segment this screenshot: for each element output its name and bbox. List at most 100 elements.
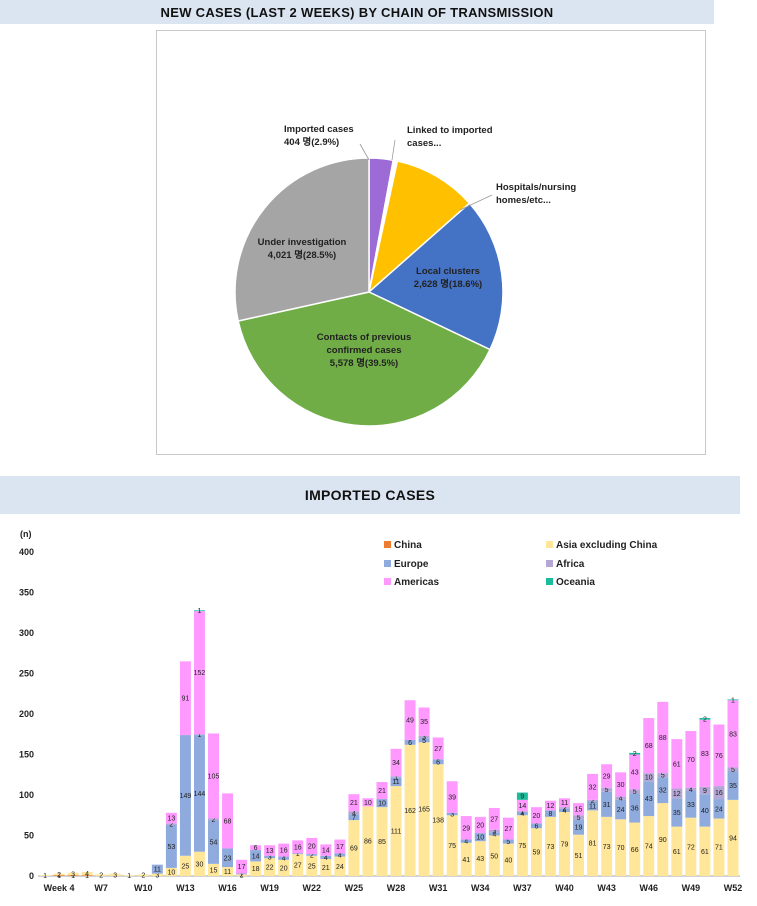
- bar-segment-asia-excluding-china: [530, 828, 542, 876]
- bar-segment-europe: [544, 810, 556, 817]
- bar-data-label: 20: [533, 813, 541, 820]
- bar-segment-asia-excluding-china: [320, 858, 332, 876]
- bar-segment-americas: [390, 748, 402, 777]
- bar-data-label: 9: [520, 794, 524, 801]
- bar-data-label: 1: [198, 732, 202, 739]
- bar-data-label: 152: [194, 670, 206, 677]
- bar-data-label: 22: [266, 865, 274, 872]
- pie-slice-4: [237, 291, 492, 427]
- bar-data-label: 6: [436, 759, 440, 766]
- bar-segment-asia-excluding-china: [488, 835, 500, 876]
- bar-data-label: 70: [687, 757, 695, 764]
- bar-data-label: 17: [336, 844, 344, 851]
- bar-segment-asia-excluding-china: [236, 874, 248, 876]
- bar-data-label: 10: [645, 775, 653, 782]
- bar-segment-asia-excluding-china: [587, 810, 599, 876]
- bar-data-label: 3: [155, 872, 159, 879]
- bar-segment-americas: [488, 807, 500, 830]
- bar-data-label: 25: [182, 863, 190, 870]
- bar-segment-americas: [559, 798, 570, 808]
- bar-segment-americas: [208, 733, 219, 819]
- bar-segment-asia-excluding-china: [348, 820, 360, 876]
- bar-data-label: 1: [71, 873, 75, 880]
- bar-data-label: 2: [703, 716, 707, 723]
- bar-data-label: 1: [731, 697, 735, 704]
- bar-segment-europe: [320, 855, 332, 859]
- bar-data-label: 3: [113, 872, 117, 879]
- bar-segment-asia-excluding-china: [446, 815, 458, 876]
- bar-data-label: 32: [589, 784, 597, 791]
- bar-data-label: 4: [464, 839, 468, 846]
- pie-chart: Imported cases 404 명(2.9%) Linked to impor…: [234, 124, 576, 427]
- bar-segment-africa: [671, 788, 683, 799]
- bar-segment-oceania: [193, 610, 205, 612]
- bar-data-label: 2: [310, 852, 314, 859]
- bar-segment-europe: [418, 738, 430, 743]
- bar-data-label: 74: [645, 844, 653, 851]
- bar-segment-americas: [236, 859, 248, 874]
- bar-data-label: 50: [490, 853, 498, 860]
- bar-data-label: 6: [408, 740, 412, 747]
- x-tick-label: W31: [429, 883, 448, 893]
- bar-data-label: 40: [701, 808, 709, 815]
- bar-data-label: 35: [673, 810, 681, 817]
- bar-segment-asia-excluding-china: [643, 816, 655, 876]
- x-tick-label: W43: [597, 883, 616, 893]
- bar-segment-asia-excluding-china: [362, 806, 374, 876]
- bar-data-label: 32: [659, 788, 667, 795]
- bar-segment-americas: [320, 844, 332, 856]
- bar-segment-americas: [193, 611, 205, 735]
- pie-leader-line-0: [359, 143, 370, 161]
- bar-data-label: 20: [476, 822, 484, 829]
- bar-segment-europe: [685, 790, 697, 818]
- bar-segment-americas: [460, 816, 472, 840]
- bar-segment-europe: [446, 812, 458, 816]
- bar-segment-europe: [713, 799, 725, 819]
- bar-segment-europe: [516, 812, 528, 816]
- y-tick-label: 150: [19, 750, 34, 760]
- x-tick-label: W7: [94, 883, 108, 893]
- bar-segment-europe: [390, 777, 402, 787]
- bar-data-label: 4: [689, 787, 693, 794]
- bar-segment-americas: [502, 817, 514, 840]
- bar-segment-asia-excluding-china: [306, 855, 318, 876]
- bar-segment-oceania: [727, 699, 739, 701]
- bar-segment-asia-excluding-china: [615, 819, 627, 876]
- bar-data-label: 54: [210, 839, 218, 846]
- bar-data-label: 86: [364, 839, 372, 846]
- x-tick-label: W49: [682, 883, 701, 893]
- bar-segment-africa: [727, 767, 739, 772]
- legend-label-china: China: [394, 540, 422, 551]
- bar-segment-europe: [615, 799, 627, 820]
- bar-segment-americas: [671, 739, 683, 789]
- bar-data-label: 2: [212, 817, 216, 824]
- bar-data-label: 4: [324, 855, 328, 862]
- bar-data-label: 88: [659, 735, 667, 742]
- legend-swatch-china: [384, 541, 391, 548]
- bar-segment-africa: [193, 734, 205, 736]
- bar-segment-europe: [432, 759, 444, 765]
- x-tick-label: W19: [260, 883, 279, 893]
- bar-data-label: 30: [196, 861, 204, 868]
- bar-data-label: 16: [715, 790, 723, 797]
- bar-segment-asia-excluding-china: [151, 873, 163, 876]
- bar-data-label: 12: [547, 803, 555, 810]
- y-tick-label: 50: [24, 831, 34, 841]
- bar-segment-europe: [278, 856, 290, 860]
- bar-data-label: 14: [322, 848, 330, 855]
- bar-data-label: 4: [492, 831, 496, 838]
- bar-segment-africa: [629, 789, 641, 794]
- bar-data-label: 25: [308, 863, 316, 870]
- bar-data-label: 15: [575, 807, 583, 814]
- legend-swatch-americas: [384, 578, 391, 585]
- bar-segment-asia-excluding-china: [573, 834, 585, 876]
- bar-data-label: 30: [617, 782, 625, 789]
- bar-segment-americas: [404, 700, 416, 740]
- bar-data-label: 53: [167, 844, 175, 851]
- pie-slice-label-1: Linked to imported cases...: [407, 125, 493, 149]
- bar-data-label: 75: [518, 843, 526, 850]
- bar-data-label: 24: [336, 864, 344, 871]
- bar-segment-europe: [559, 808, 570, 813]
- bar-data-label: 61: [701, 849, 709, 856]
- pie-slice-label-4: Contacts of previous confirmed cases 5,578…: [317, 332, 412, 369]
